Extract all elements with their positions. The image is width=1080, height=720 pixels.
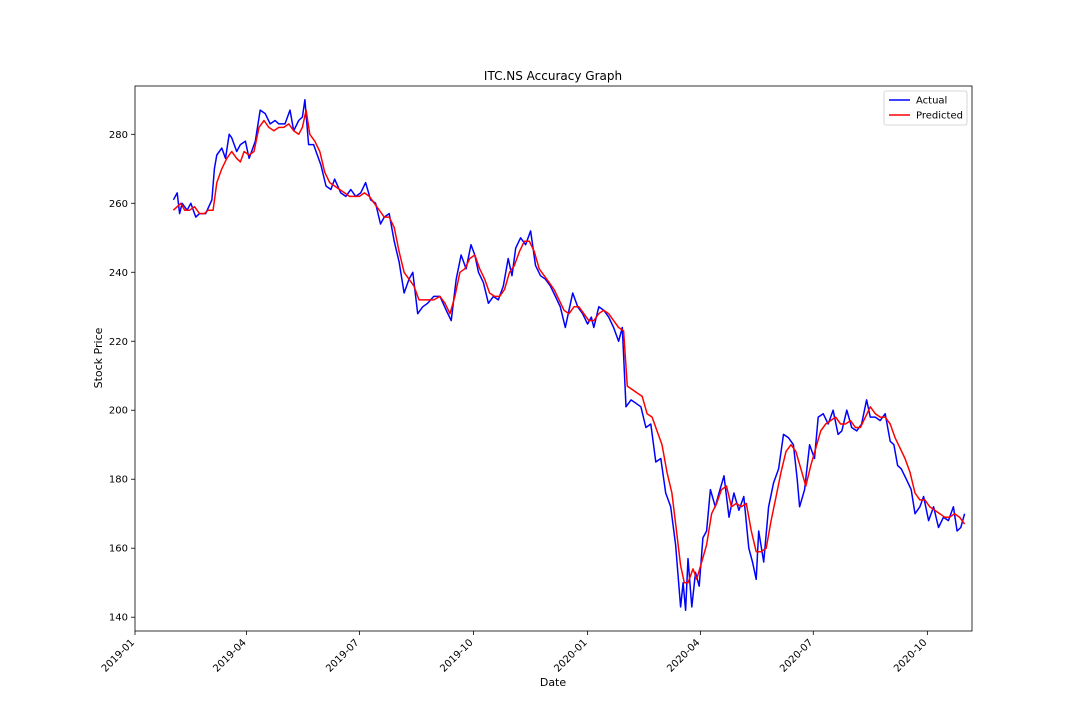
y-tick-label: 240 bbox=[109, 268, 128, 279]
series-line-actual bbox=[172, 99, 966, 612]
x-axis-label: Date bbox=[540, 676, 567, 689]
x-tick-label: 2019-01 bbox=[100, 637, 137, 674]
y-tick-label: 260 bbox=[109, 199, 128, 210]
y-tick-label: 140 bbox=[109, 613, 128, 624]
y-axis: 140 160 180 200 220 240 260 280 bbox=[109, 130, 135, 624]
x-tick-label: 2020-07 bbox=[778, 637, 815, 674]
x-tick-label: 2019-10 bbox=[438, 637, 475, 674]
legend: Actual Predicted bbox=[883, 90, 968, 126]
y-axis-label: Stock Price bbox=[92, 327, 105, 388]
y-tick-label: 220 bbox=[109, 337, 128, 348]
legend-label-actual: Actual bbox=[916, 96, 947, 107]
legend-label-predicted: Predicted bbox=[916, 111, 963, 122]
y-tick-label: 280 bbox=[109, 130, 128, 141]
x-tick-label: 2019-04 bbox=[211, 637, 248, 674]
plot-area bbox=[134, 85, 973, 632]
y-tick-label: 160 bbox=[109, 544, 128, 555]
plot-frame bbox=[134, 85, 973, 632]
x-tick-label: 2020-01 bbox=[552, 637, 589, 674]
x-tick-label: 2020-04 bbox=[665, 637, 702, 674]
chart-title: ITC.NS Accuracy Graph bbox=[484, 69, 622, 83]
x-tick-label: 2019-07 bbox=[324, 637, 361, 674]
x-tick-label: 2020-10 bbox=[892, 637, 929, 674]
series-layer bbox=[172, 99, 966, 612]
series-line-predicted bbox=[172, 109, 966, 584]
y-tick-label: 200 bbox=[109, 406, 128, 417]
x-axis: 2019-01 2019-04 2019-07 2019-10 2020-01 2020-… bbox=[100, 631, 929, 675]
y-tick-label: 180 bbox=[109, 475, 128, 486]
